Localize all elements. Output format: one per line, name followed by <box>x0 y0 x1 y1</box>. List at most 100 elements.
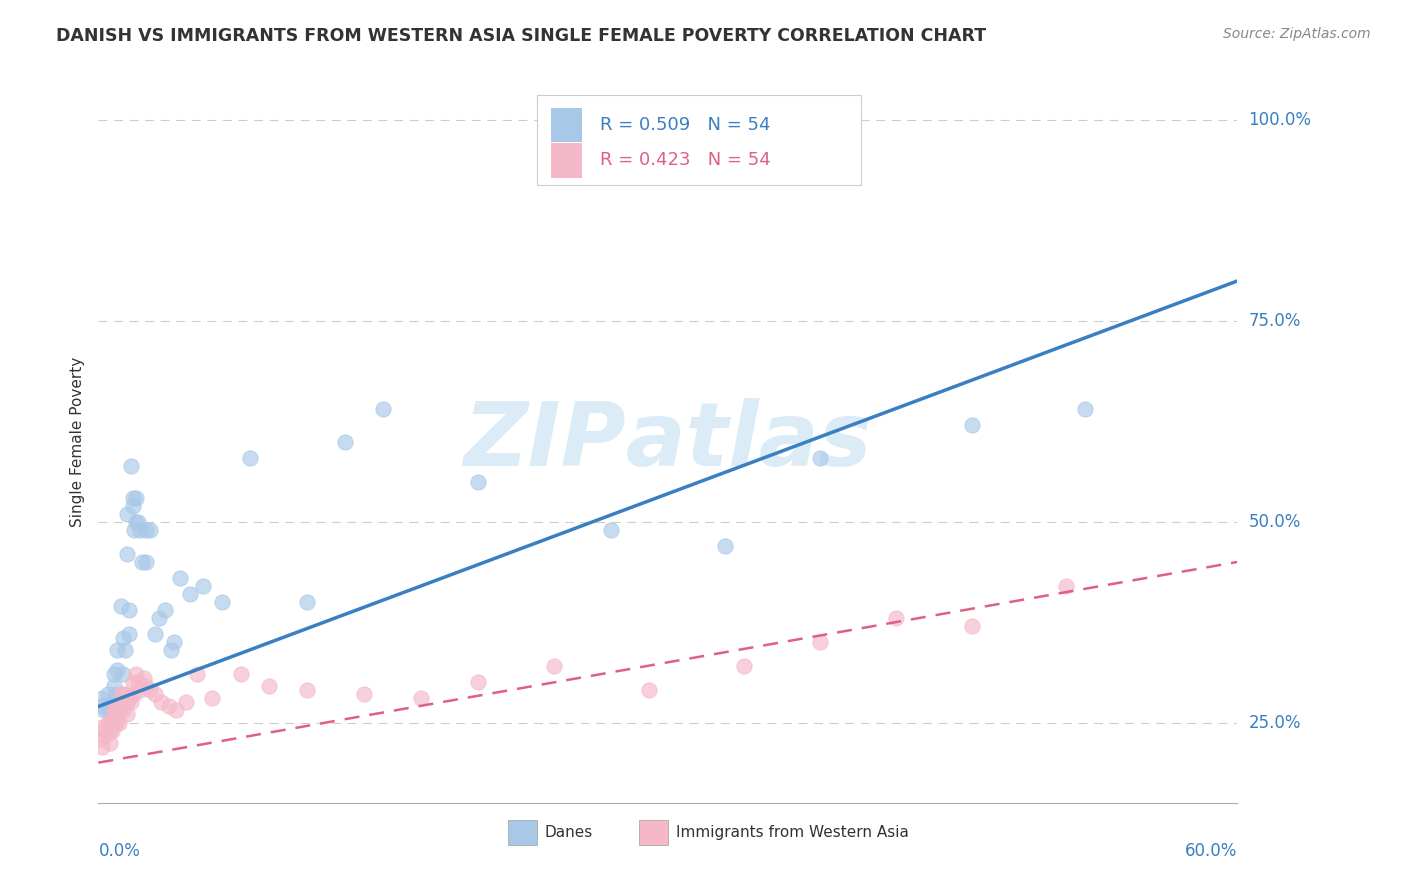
Point <box>353 687 375 701</box>
Point <box>297 595 319 609</box>
Point <box>98 707 121 722</box>
Point <box>174 696 197 710</box>
Point <box>138 523 160 537</box>
FancyBboxPatch shape <box>509 820 537 845</box>
Text: 50.0%: 50.0% <box>1249 513 1301 531</box>
Point <box>186 667 208 681</box>
FancyBboxPatch shape <box>640 820 668 845</box>
Point <box>239 450 262 465</box>
Point <box>97 687 120 701</box>
Text: Source: ZipAtlas.com: Source: ZipAtlas.com <box>1223 27 1371 41</box>
Point <box>808 450 831 465</box>
Point <box>259 680 281 694</box>
Point <box>112 703 135 717</box>
Point <box>114 687 136 701</box>
Y-axis label: Single Female Poverty: Single Female Poverty <box>69 357 84 526</box>
Point <box>103 680 125 694</box>
Point <box>107 712 129 726</box>
Point <box>115 507 138 521</box>
Point <box>714 539 737 553</box>
Point <box>543 659 565 673</box>
Text: 0.0%: 0.0% <box>98 842 141 860</box>
Point <box>121 491 143 505</box>
Point <box>129 683 152 698</box>
Point <box>960 619 983 633</box>
Point <box>125 491 148 505</box>
Point <box>108 715 131 730</box>
Point <box>148 611 170 625</box>
Point <box>110 599 132 614</box>
Point <box>135 523 157 537</box>
Point <box>112 632 135 646</box>
Text: 75.0%: 75.0% <box>1249 312 1301 330</box>
Point <box>127 675 149 690</box>
Point <box>135 680 157 694</box>
Point <box>110 687 132 701</box>
Point <box>201 691 224 706</box>
Point <box>165 703 187 717</box>
Point <box>93 703 115 717</box>
Point <box>884 611 907 625</box>
FancyBboxPatch shape <box>551 108 582 143</box>
Point <box>91 719 114 733</box>
Point <box>132 671 155 685</box>
Point <box>297 683 319 698</box>
Point <box>153 603 176 617</box>
Point <box>191 579 214 593</box>
FancyBboxPatch shape <box>551 143 582 178</box>
Point <box>103 667 125 681</box>
Point <box>98 723 121 738</box>
Point <box>107 699 129 714</box>
Point <box>124 523 146 537</box>
Point <box>467 675 489 690</box>
Point <box>98 735 121 749</box>
Point <box>638 683 661 698</box>
Point <box>124 687 146 701</box>
Text: DANISH VS IMMIGRANTS FROM WESTERN ASIA SINGLE FEMALE POVERTY CORRELATION CHART: DANISH VS IMMIGRANTS FROM WESTERN ASIA S… <box>56 27 987 45</box>
Point <box>138 683 160 698</box>
Point <box>104 699 127 714</box>
Point <box>89 731 111 746</box>
Point <box>112 667 135 681</box>
Point <box>1056 579 1078 593</box>
Point <box>150 696 173 710</box>
Point <box>169 571 191 585</box>
Point <box>93 723 115 738</box>
Point <box>114 643 136 657</box>
Point <box>467 475 489 489</box>
Point <box>135 555 157 569</box>
Point <box>125 667 148 681</box>
Point <box>91 699 114 714</box>
Point <box>371 402 394 417</box>
Point <box>121 675 143 690</box>
Text: R = 0.509   N = 54: R = 0.509 N = 54 <box>599 116 770 134</box>
Point <box>108 703 131 717</box>
Point <box>127 515 149 529</box>
Text: 100.0%: 100.0% <box>1249 112 1312 129</box>
Point <box>91 739 114 754</box>
Point <box>100 696 122 710</box>
Point <box>100 712 122 726</box>
Point <box>960 418 983 433</box>
Point <box>115 547 138 561</box>
Point <box>91 691 114 706</box>
Point <box>115 707 138 722</box>
Point <box>808 635 831 649</box>
Point <box>145 687 167 701</box>
Point <box>103 717 125 731</box>
Point <box>229 667 252 681</box>
Text: 25.0%: 25.0% <box>1249 714 1301 731</box>
Point <box>179 587 201 601</box>
Point <box>125 515 148 529</box>
Point <box>100 707 122 722</box>
Text: Danes: Danes <box>546 825 593 840</box>
Point <box>157 699 180 714</box>
Point <box>108 699 131 714</box>
Point <box>159 643 181 657</box>
Text: Immigrants from Western Asia: Immigrants from Western Asia <box>676 825 908 840</box>
FancyBboxPatch shape <box>537 95 862 185</box>
Point <box>100 723 122 738</box>
Point <box>120 696 142 710</box>
Point <box>1074 402 1097 417</box>
Point <box>163 635 186 649</box>
